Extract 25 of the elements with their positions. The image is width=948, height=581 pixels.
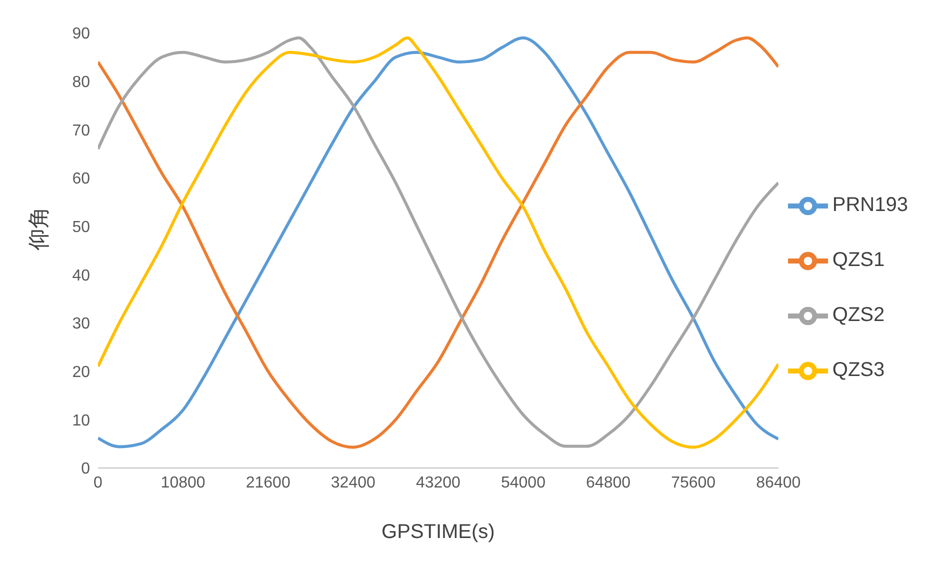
x-tick-label: 43200 xyxy=(416,474,461,492)
legend-label: QZS2 xyxy=(832,304,885,326)
x-tick-label: 10800 xyxy=(160,474,206,492)
x-tick-label: 32400 xyxy=(330,474,376,492)
y-tick-label: 10 xyxy=(72,412,90,430)
legend-label: PRN193 xyxy=(832,194,908,216)
x-tick-label: 0 xyxy=(94,474,103,492)
y-tick-label: 60 xyxy=(72,170,90,188)
x-tick-label: 21600 xyxy=(246,474,290,492)
x-tick-label: 75600 xyxy=(671,474,716,492)
y-tick-label: 90 xyxy=(72,26,90,43)
x-tick-label: 54000 xyxy=(500,474,546,492)
legend-label: QZS3 xyxy=(832,359,885,381)
y-tick-label: 0 xyxy=(81,460,90,478)
y-tick-label: 50 xyxy=(72,219,90,236)
x-axis-title: GPSTIME(s) xyxy=(382,521,495,543)
y-axis-title: 仰角 xyxy=(26,206,51,250)
y-tick-label: 70 xyxy=(72,122,90,140)
y-tick-label: 80 xyxy=(72,74,90,92)
y-tick-label: 30 xyxy=(72,316,90,333)
x-tick-label: 64800 xyxy=(586,474,631,492)
legend-label: QZS1 xyxy=(832,249,885,271)
y-tick-label: 20 xyxy=(72,364,90,382)
y-tick-label: 40 xyxy=(72,267,90,284)
x-tick-label: 86400 xyxy=(756,474,801,492)
